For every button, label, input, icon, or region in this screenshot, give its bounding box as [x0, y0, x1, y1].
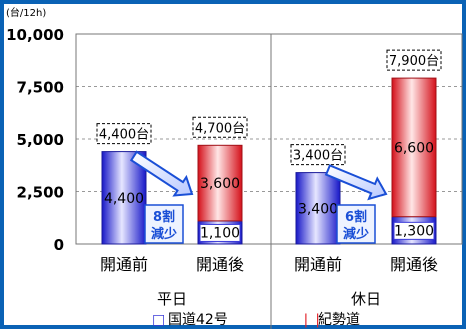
value-label: 1,300: [394, 223, 434, 239]
total-box: [386, 49, 442, 71]
total-labels: 4,400台 4,700台 3,400台 7,900台: [96, 49, 442, 166]
legend-label-route42: 国道42号: [168, 312, 228, 328]
y-tick-label: 10,000: [6, 26, 64, 44]
value-label: 3,600: [200, 176, 240, 192]
category-label: 開通後: [390, 255, 438, 274]
reduction-arrow: [324, 164, 388, 201]
category-label: 開通後: [196, 255, 244, 274]
value-label: 3,400: [298, 201, 338, 217]
y-tick-label: 2,500: [17, 184, 64, 202]
value-labels: 4,400 1,100 3,600 3,400 1,300 6,600: [104, 140, 435, 242]
legend-marker-red: ❘❘: [300, 312, 323, 328]
total-label: 3,400台: [293, 149, 343, 164]
category-label: 開通前: [100, 255, 148, 274]
y-tick-label: 5,000: [17, 131, 64, 149]
unit-label: (台/12h): [6, 6, 46, 19]
group-label-holiday: 休日: [351, 290, 381, 308]
reduction-line1: 6割: [345, 209, 367, 225]
total-label: 4,400台: [99, 128, 149, 143]
legend-label-kisei: 紀勢道: [318, 312, 360, 328]
reduction-arrow: [129, 150, 194, 197]
value-label: 6,600: [394, 140, 434, 156]
value-label: 1,100: [200, 225, 240, 241]
value-label-bg: [199, 223, 241, 242]
bar-route42: [101, 151, 147, 245]
y-tick-label: 7,500: [17, 79, 64, 97]
legend-marker-blue: □: [152, 312, 165, 328]
reduction-box: [144, 204, 184, 244]
reduction-line2: 減少: [151, 226, 177, 242]
legend: □ 国道42号 ❘❘ 紀勢道: [152, 312, 360, 328]
bar-kisei: [197, 144, 243, 222]
total-label: 7,900台: [389, 54, 439, 69]
plot-area: [75, 33, 463, 245]
total-box: [96, 123, 152, 145]
y-axis: 10,000 7,500 5,000 2,500 0: [6, 26, 462, 254]
y-tick-label: 0: [54, 236, 64, 254]
group-label-weekday: 平日: [157, 290, 187, 308]
total-box: [192, 116, 248, 138]
total-box: [290, 144, 346, 166]
reduction-line2: 減少: [343, 226, 369, 242]
reduction-line1: 8割: [153, 209, 175, 225]
category-labels: 開通前 開通後 開通前 開通後: [100, 255, 438, 274]
category-label: 開通前: [294, 255, 342, 274]
reduction-box: [336, 204, 376, 244]
bar-route42: [295, 172, 341, 245]
total-label: 4,700台: [195, 121, 245, 136]
bar-kisei: [391, 77, 437, 218]
value-label-bg: [393, 221, 435, 240]
value-label: 4,400: [104, 191, 144, 207]
